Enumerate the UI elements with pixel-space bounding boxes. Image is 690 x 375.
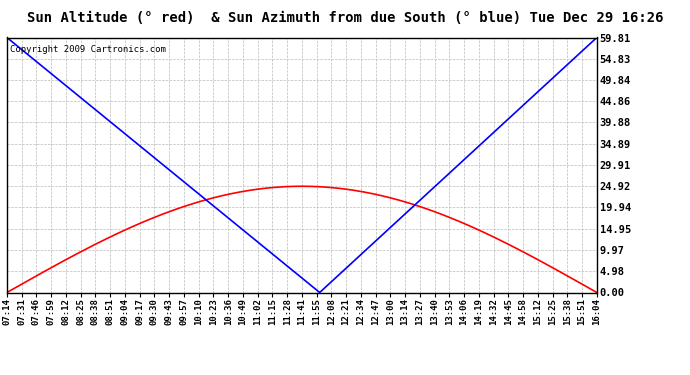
Text: Sun Altitude (° red)  & Sun Azimuth from due South (° blue) Tue Dec 29 16:26: Sun Altitude (° red) & Sun Azimuth from … <box>27 11 663 25</box>
Text: Copyright 2009 Cartronics.com: Copyright 2009 Cartronics.com <box>10 45 166 54</box>
